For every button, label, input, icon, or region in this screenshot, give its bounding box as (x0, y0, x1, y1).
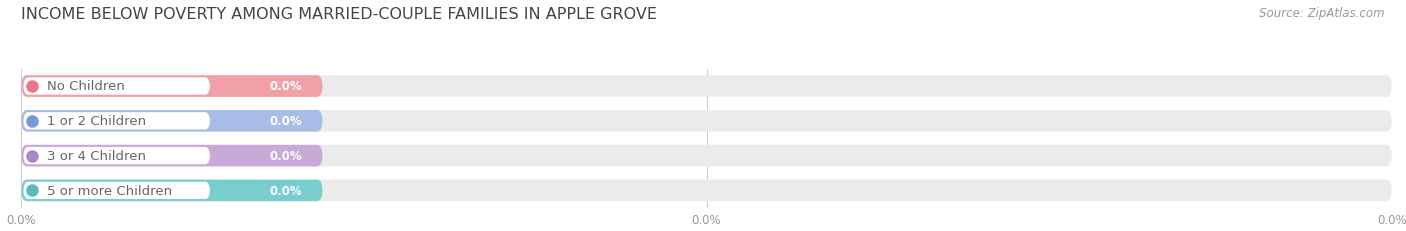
Text: 0.0%: 0.0% (270, 149, 302, 162)
FancyBboxPatch shape (21, 145, 322, 167)
FancyBboxPatch shape (22, 147, 209, 164)
Text: 5 or more Children: 5 or more Children (48, 184, 173, 197)
FancyBboxPatch shape (22, 113, 209, 130)
Text: 0.0%: 0.0% (270, 115, 302, 128)
FancyBboxPatch shape (21, 76, 322, 97)
FancyBboxPatch shape (22, 182, 209, 199)
Text: Source: ZipAtlas.com: Source: ZipAtlas.com (1260, 7, 1385, 20)
Text: No Children: No Children (48, 80, 125, 93)
FancyBboxPatch shape (21, 180, 1392, 201)
FancyBboxPatch shape (21, 145, 1392, 167)
FancyBboxPatch shape (21, 110, 322, 132)
Text: 0.0%: 0.0% (270, 184, 302, 197)
FancyBboxPatch shape (21, 180, 322, 201)
Text: 3 or 4 Children: 3 or 4 Children (48, 149, 146, 162)
FancyBboxPatch shape (21, 110, 1392, 132)
Text: INCOME BELOW POVERTY AMONG MARRIED-COUPLE FAMILIES IN APPLE GROVE: INCOME BELOW POVERTY AMONG MARRIED-COUPL… (21, 7, 657, 22)
Text: 0.0%: 0.0% (270, 80, 302, 93)
FancyBboxPatch shape (21, 76, 1392, 97)
Text: 1 or 2 Children: 1 or 2 Children (48, 115, 146, 128)
FancyBboxPatch shape (22, 78, 209, 95)
